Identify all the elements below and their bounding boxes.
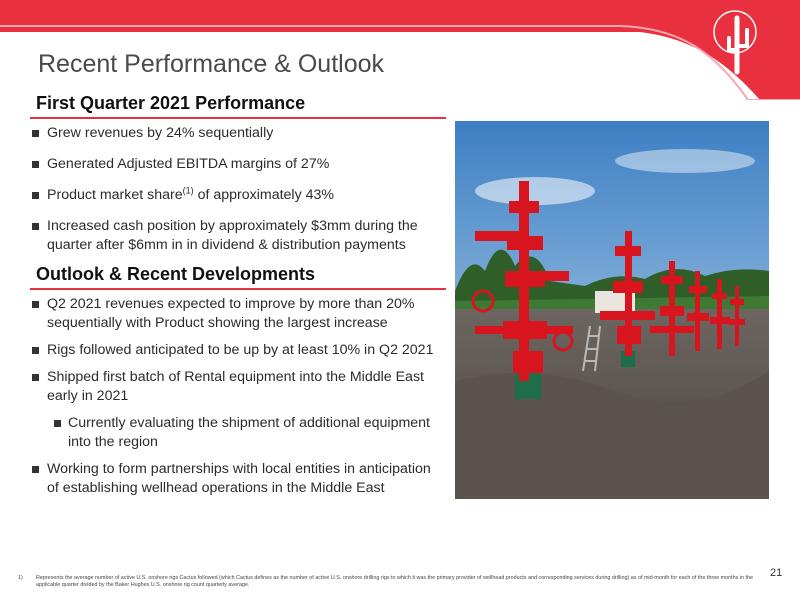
bullet-text: Rigs followed anticipated to be up by at… [47, 342, 434, 358]
list-item: Product market share(1) of approximately… [30, 186, 440, 205]
bullet-text-market-share: Product market share(1) of approximately… [47, 185, 335, 203]
list-sub-item: Currently evaluating the shipment of add… [30, 414, 440, 452]
list-item: Increased cash position by approximately… [30, 217, 440, 255]
list-item: Generated Adjusted EBITDA margins of 27% [30, 155, 440, 174]
page-number: 21 [770, 567, 783, 579]
square-bullet-icon [32, 347, 39, 354]
section-heading-q1-performance: First Quarter 2021 Performance [30, 93, 446, 119]
page-title: Recent Performance & Outlook [38, 50, 384, 78]
footnote: 1) Represents the average number of acti… [18, 575, 758, 589]
list-item: Q2 2021 revenues expected to improve by … [30, 295, 440, 333]
bullet-text: Q2 2021 revenues expected to improve by … [47, 296, 415, 331]
q1-performance-list: Grew revenues by 24% sequentially Genera… [30, 124, 440, 267]
square-bullet-icon [54, 420, 61, 427]
square-bullet-icon [32, 161, 39, 168]
cactus-logo-icon [713, 10, 757, 75]
footnote-text: Represents the average number of active … [36, 575, 754, 588]
bullet-text: Grew revenues by 24% sequentially [47, 125, 274, 141]
square-bullet-icon [32, 130, 39, 137]
bullet-text: Shipped first batch of Rental equipment … [47, 369, 424, 404]
square-bullet-icon [32, 223, 39, 230]
footnote-ref: (1) [182, 185, 194, 196]
section-heading-outlook: Outlook & Recent Developments [30, 264, 446, 290]
square-bullet-icon [32, 301, 39, 308]
wellhead-photo [455, 121, 769, 499]
outlook-list: Q2 2021 revenues expected to improve by … [30, 295, 440, 506]
bullet-text: Currently evaluating the shipment of add… [68, 415, 431, 450]
bullet-text: Generated Adjusted EBITDA margins of 27% [47, 156, 330, 172]
bullet-text: Increased cash position by approximately… [47, 218, 418, 253]
bullet-text: Working to form partnerships with local … [47, 461, 431, 496]
list-item: Shipped first batch of Rental equipment … [30, 368, 440, 406]
square-bullet-icon [32, 192, 39, 199]
square-bullet-icon [32, 374, 39, 381]
list-item: Rigs followed anticipated to be up by at… [30, 341, 440, 360]
list-item: Working to form partnerships with local … [30, 460, 440, 498]
square-bullet-icon [32, 466, 39, 473]
header-band [0, 0, 800, 100]
list-item: Grew revenues by 24% sequentially [30, 124, 440, 143]
footnote-number: 1) [18, 575, 23, 581]
